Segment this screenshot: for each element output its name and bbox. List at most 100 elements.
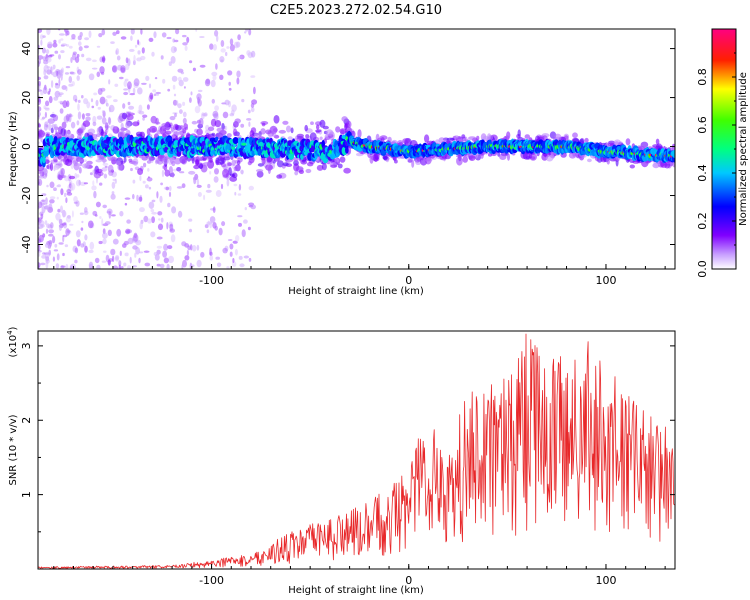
spectrogram-peak (241, 142, 247, 146)
spectrogram-speckle (112, 265, 119, 269)
spectrogram-speckle (229, 44, 235, 52)
spectrogram-speckle (57, 208, 61, 213)
spectrogram-speckle (134, 44, 138, 48)
spectrogram-cell (373, 153, 379, 162)
spectrogram-cell (273, 128, 278, 133)
spectrogram-speckle (90, 98, 94, 103)
spectrogram-speckle (184, 45, 188, 51)
spectrogram-speckle (173, 93, 177, 97)
spectrogram-speckle (192, 245, 197, 252)
spectrogram-speckle (250, 50, 256, 58)
spectrogram-speckle (112, 31, 117, 36)
spectrogram-speckle (247, 226, 251, 231)
spectrogram-speckle (196, 184, 202, 188)
spectrogram-speckle (38, 29, 43, 34)
spectrogram-speckle (68, 113, 72, 118)
spectrogram-cell (150, 115, 157, 124)
spectrogram-speckle (167, 202, 171, 208)
spectrogram-speckle (44, 220, 48, 225)
spectrogram-speckle (238, 184, 242, 191)
spectrogram-cell (330, 164, 338, 168)
spectrogram-cell (215, 134, 220, 137)
spectrogram-speckle (60, 205, 63, 214)
spectrogram-speckle (154, 254, 160, 261)
spectrogram-speckle (229, 38, 234, 46)
spectrogram-speckle (46, 29, 51, 36)
spectrogram-speckle (54, 164, 60, 171)
spectrogram-cell (655, 138, 660, 145)
spectrogram-speckle (88, 30, 92, 38)
spectrogram-speckle (48, 229, 54, 234)
spectrogram-speckle (59, 94, 62, 97)
spectrogram-speckle (115, 50, 118, 55)
spectrogram-cell (425, 157, 433, 163)
spectrogram-speckle (226, 178, 230, 187)
spectrogram-speckle (241, 229, 246, 238)
spectrogram-speckle (174, 39, 179, 43)
spectrogram-speckle (81, 53, 85, 58)
spectrogram-speckle (124, 78, 129, 82)
spectrogram-speckle (65, 197, 68, 204)
spectrogram-speckle (214, 225, 218, 231)
spectrogram-speckle (189, 97, 192, 103)
spectrogram-speckle (49, 196, 56, 200)
spectrogram-speckle (189, 60, 193, 64)
spectrogram-speckle (101, 117, 107, 125)
spectrogram-speckle (43, 105, 47, 110)
spectrogram-cell (136, 133, 143, 138)
spectrogram-speckle (106, 95, 112, 99)
spectrogram-speckle (124, 197, 131, 200)
spectrogram-speckle (166, 222, 169, 230)
spectrogram-cell (237, 160, 241, 166)
spectrogram-speckle (241, 98, 245, 103)
spectrogram-cell (517, 129, 521, 137)
spectrogram-cell (161, 157, 169, 165)
spectrogram-cell (568, 152, 577, 159)
spectrogram-cell (297, 167, 304, 171)
spectrogram-speckle (68, 76, 73, 83)
spectrogram-cell (456, 156, 463, 166)
spectrogram-speckle (132, 193, 135, 200)
spectrogram-speckle (182, 111, 187, 118)
spectrogram-speckle (73, 196, 78, 203)
spectrogram-speckle (84, 37, 90, 41)
spectrogram-cell (468, 136, 477, 141)
spectrogram-speckle (130, 29, 135, 35)
spectrogram-speckle (205, 189, 212, 193)
spectrogram-speckle (250, 75, 256, 78)
spectrogram-speckle (94, 214, 98, 217)
spectrogram-cell (282, 162, 289, 167)
spectrogram-speckle (49, 181, 55, 189)
spectrogram-cell (307, 162, 314, 167)
spectrogram-cell (572, 132, 578, 138)
spectrogram-cell (522, 152, 531, 160)
spectrogram-speckle (52, 71, 58, 78)
spectrogram-core (345, 146, 349, 154)
spectrogram-speckle (182, 259, 187, 268)
spectrogram-speckle (129, 48, 135, 52)
colorbar-tick-label: 0.4 (696, 164, 709, 182)
spectrogram-speckle (112, 238, 119, 245)
spectrogram-speckle (248, 29, 252, 36)
spectrogram-speckle (61, 85, 67, 90)
spectrogram-speckle (38, 81, 41, 86)
spectrogram-speckle (65, 215, 72, 223)
spectrogram-cell (70, 121, 76, 129)
spectrogram-speckle (246, 118, 252, 121)
spectrogram-frame (37, 28, 676, 270)
spectrogram-speckle (81, 113, 85, 120)
spectrogram-speckle (204, 224, 209, 229)
spectrogram-speckle (111, 255, 115, 262)
spectrogram-speckle (50, 80, 54, 88)
spectrogram-speckle (81, 220, 84, 224)
spectrogram-speckle (48, 123, 52, 131)
spectrogram-cell (121, 112, 128, 120)
spectrogram-speckle (237, 193, 242, 196)
snr-y-tick-label: 2 (20, 417, 33, 424)
spectrogram-cell (267, 166, 271, 174)
spectrogram-cell (125, 121, 131, 129)
spectrogram-cell (38, 178, 43, 186)
spectrogram-speckle (215, 63, 218, 70)
spectrogram-speckle (42, 35, 46, 38)
